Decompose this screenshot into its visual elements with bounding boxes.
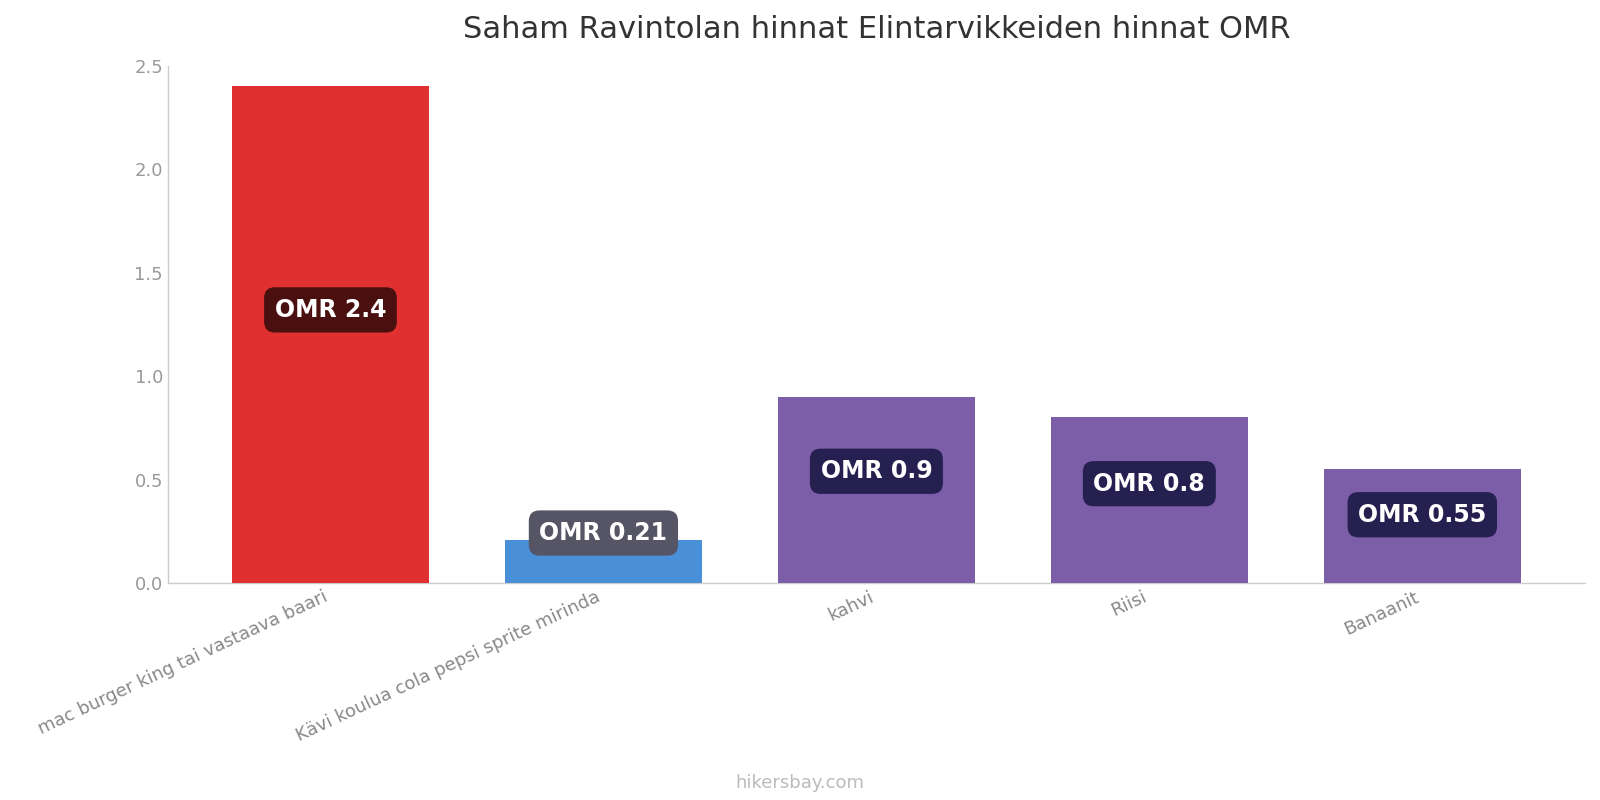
Bar [232,86,429,583]
Text: hikersbay.com: hikersbay.com [736,774,864,792]
Bar [506,539,702,583]
Text: OMR 0.9: OMR 0.9 [821,459,933,483]
Title: Saham Ravintolan hinnat Elintarvikkeiden hinnat OMR: Saham Ravintolan hinnat Elintarvikkeiden… [462,15,1290,44]
Text: OMR 0.55: OMR 0.55 [1358,502,1486,526]
Bar [1325,470,1520,583]
Text: OMR 2.4: OMR 2.4 [275,298,386,322]
Text: OMR 0.8: OMR 0.8 [1093,472,1205,496]
Bar [778,397,974,583]
Bar [1051,418,1248,583]
Text: OMR 0.21: OMR 0.21 [539,521,667,545]
